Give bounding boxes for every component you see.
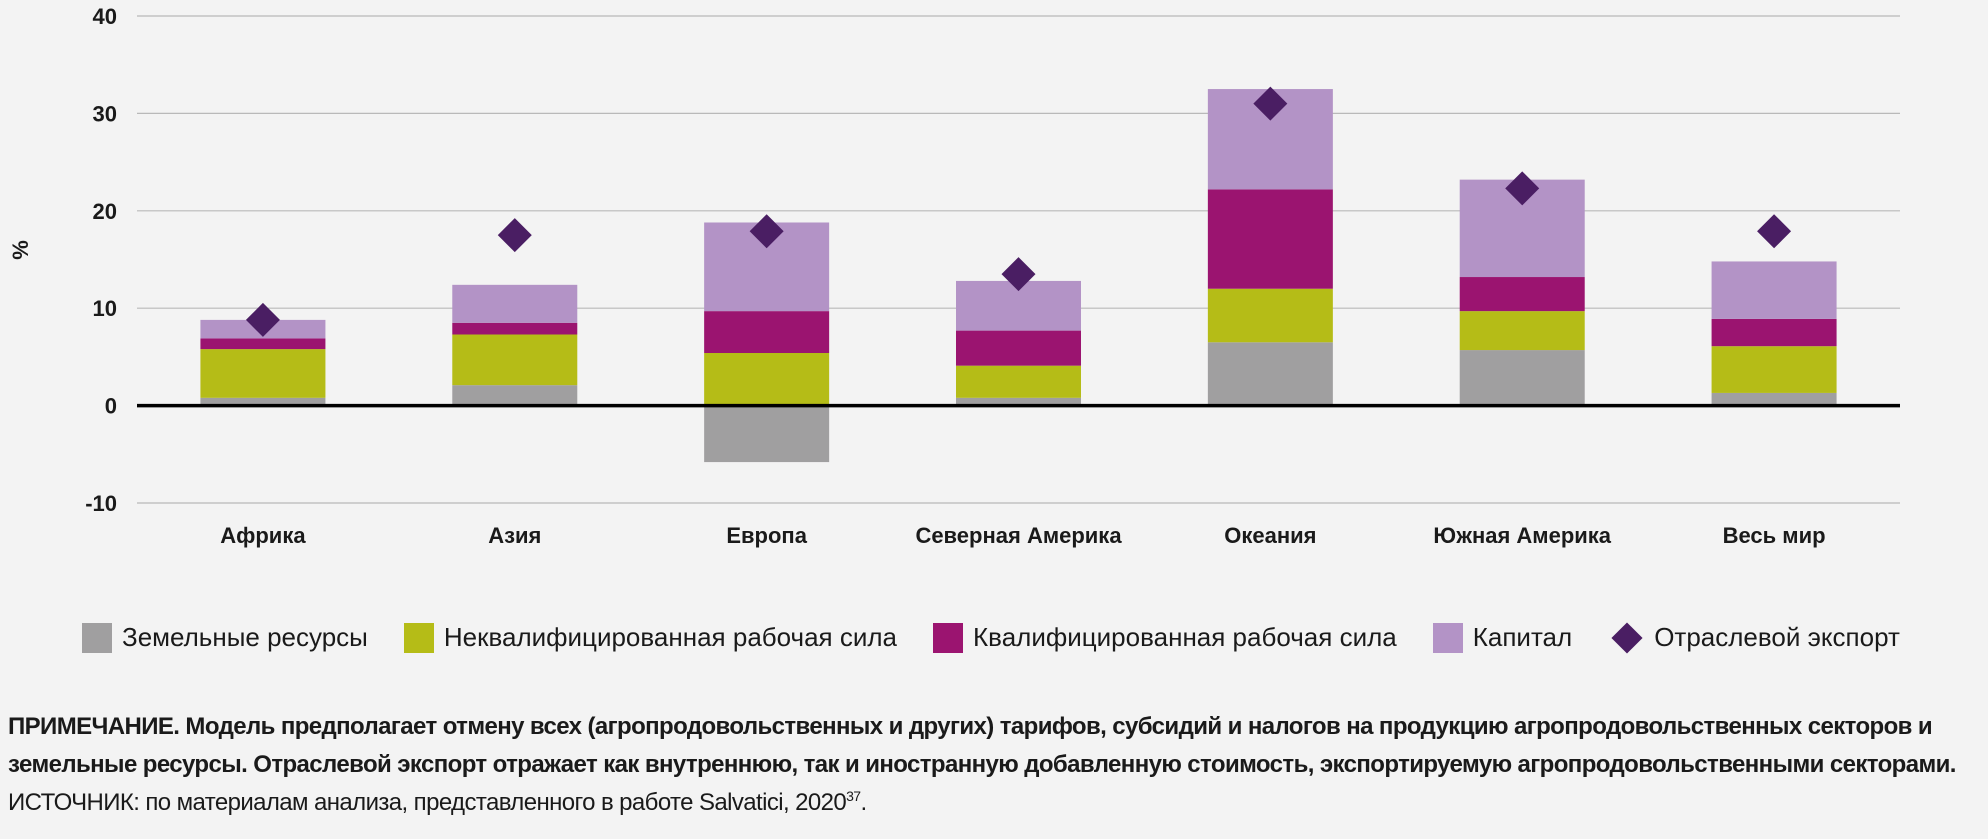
bar-segment — [200, 397, 326, 406]
export-markers — [245, 86, 1792, 337]
bar-segment — [1459, 277, 1585, 312]
export-diamond-marker — [497, 218, 532, 253]
bar-segment — [1711, 318, 1837, 347]
bar-segment — [1459, 350, 1585, 406]
legend-label-unskilled-labor: Неквалифицированная рабочая сила — [443, 622, 898, 652]
x-category-label: Южная Америка — [1433, 523, 1611, 548]
bar-segment — [956, 397, 1081, 406]
y-tick-label: -10 — [85, 491, 117, 516]
bar-segment — [956, 330, 1081, 366]
bar-segment — [704, 405, 830, 463]
y-axis-label: % — [8, 240, 33, 260]
y-tick-label: 0 — [105, 394, 117, 419]
x-category-label: Северная Америка — [915, 523, 1122, 548]
bar-segment — [452, 284, 578, 323]
export-diamond-marker — [245, 302, 280, 337]
bar-segment — [1711, 392, 1837, 406]
gridlines — [137, 15, 1900, 504]
export-diamond-marker — [1253, 86, 1288, 121]
legend-label-sector-export: Отраслевой экспорт — [1654, 622, 1900, 652]
legend-swatch-capital — [1432, 622, 1463, 653]
export-diamond-marker — [1757, 214, 1792, 249]
x-category-label: Африка — [220, 523, 306, 548]
bar-segment — [452, 385, 578, 406]
bar-segment — [1711, 346, 1837, 393]
axes: -10 0 10 20 30 40 Африка Азия Европа Северная Аме… — [85, 4, 1900, 548]
legend-item-unskilled-labor: Неквалифицированная рабочая сила — [403, 622, 898, 653]
bar-segment — [956, 365, 1081, 398]
x-category-label: Океания — [1224, 523, 1316, 548]
x-category-label: Азия — [488, 523, 541, 548]
export-diamond-marker — [1001, 257, 1036, 292]
legend-label-capital: Капитал — [1472, 622, 1573, 652]
legend-label-skilled-labor: Квалифицированная рабочая сила — [973, 622, 1397, 652]
y-tick-label: 30 — [93, 101, 117, 126]
legend-swatch-unskilled-labor — [403, 622, 434, 653]
bar-segment — [200, 338, 326, 350]
legend-item-land: Земельные ресурсы — [82, 622, 368, 653]
legend-diamond-icon — [1611, 621, 1643, 654]
y-tick-label: 40 — [93, 4, 117, 29]
bar-segment — [1207, 342, 1333, 406]
legend-swatch-skilled-labor — [933, 622, 964, 653]
bar-segment — [1711, 261, 1837, 319]
bar-segment — [704, 311, 830, 354]
legend-swatch-land — [82, 622, 112, 653]
y-tick-label: 20 — [93, 199, 117, 224]
export-diamond-marker — [749, 214, 784, 249]
note-paragraph: ПРИМЕЧАНИЕ. Модель предполагает отмену в… — [8, 713, 1956, 778]
bar-segment — [1459, 311, 1585, 351]
y-tick-label: 10 — [93, 296, 117, 321]
legend-item-capital: Капитал — [1432, 622, 1573, 653]
export-diamond-marker — [1505, 171, 1540, 206]
legend-item-skilled-labor: Квалифицированная рабочая сила — [933, 622, 1397, 653]
x-category-label: Европа — [726, 523, 807, 548]
source-end: . — [860, 789, 867, 816]
legend-item-sector-export: Отраслевой экспорт — [1608, 621, 1900, 654]
bar-segment — [452, 322, 578, 335]
x-category-label: Весь мир — [1723, 523, 1826, 548]
bar-segment — [704, 353, 830, 406]
bar-segment — [1207, 189, 1333, 289]
bar-segment — [452, 334, 578, 386]
stacked-bar-chart: -10 0 10 20 30 40 Африка Азия Европа Северная Аме… — [8, 4, 1900, 548]
bar-segment — [1207, 288, 1333, 343]
chart-notes: ПРИМЕЧАНИЕ. Модель предполагает отмену в… — [8, 708, 1983, 822]
legend-label-land: Земельные ресурсы — [122, 622, 368, 652]
legend: Земельные ресурсы Неквалифицированная ра… — [82, 621, 1936, 654]
source-text: ИСТОЧНИК: по материалам анализа, предста… — [8, 789, 847, 816]
source-reference: 37 — [846, 788, 861, 804]
source-paragraph: ИСТОЧНИК: по материалам анализа, предста… — [8, 784, 1983, 822]
bar-segment — [200, 349, 326, 398]
